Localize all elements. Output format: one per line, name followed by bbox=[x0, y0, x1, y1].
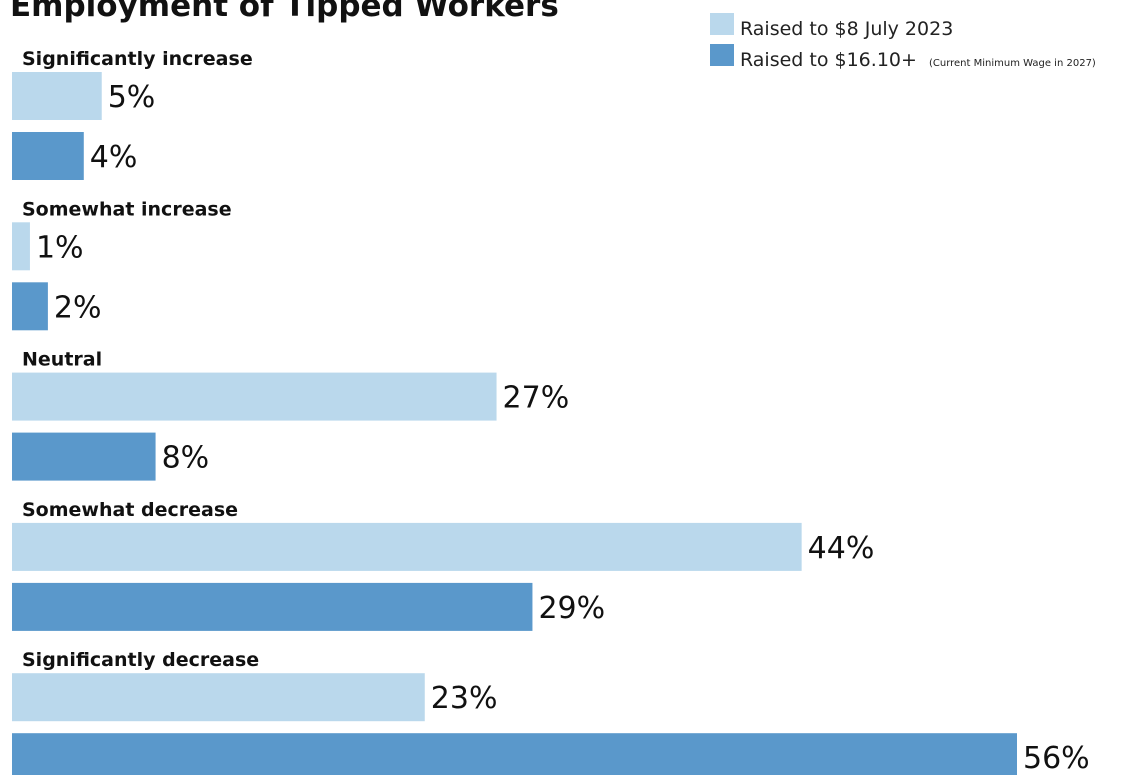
legend: Raised to $8 July 2023 Raised to $16.10+… bbox=[710, 13, 1096, 71]
legend-label-series-2-name: Raised to $16.10+ bbox=[740, 49, 917, 71]
bar-series-2 bbox=[12, 282, 48, 331]
legend-label-series-2: Raised to $16.10+ (Current Minimum Wage … bbox=[740, 49, 1096, 71]
bar-value-label: 5% bbox=[108, 80, 156, 115]
bar-value-label: 1% bbox=[36, 230, 84, 265]
bar-series-2 bbox=[12, 432, 156, 481]
bar-series-1 bbox=[12, 372, 497, 421]
category-label: Neutral bbox=[22, 349, 102, 371]
bar-value-label: 44% bbox=[808, 531, 875, 566]
chart-title: Employment of Tipped Workers bbox=[10, 0, 559, 24]
bar-value-label: 4% bbox=[90, 140, 138, 175]
category-label: Somewhat increase bbox=[22, 198, 232, 220]
legend-note-series-2: (Current Minimum Wage in 2027) bbox=[929, 58, 1096, 69]
bar-series-1 bbox=[12, 72, 102, 120]
legend-label-series-1: Raised to $8 July 2023 bbox=[740, 18, 953, 40]
bar-value-label: 56% bbox=[1023, 741, 1090, 775]
bar-value-label: 23% bbox=[431, 681, 498, 716]
bar-value-label: 27% bbox=[503, 381, 570, 416]
category-label: Somewhat decrease bbox=[22, 499, 238, 521]
legend-swatch-series-1 bbox=[710, 13, 734, 35]
bar-value-label: 29% bbox=[538, 591, 605, 626]
category-label: Significantly increase bbox=[22, 48, 253, 70]
plot-area: Significantly increase 5% 4% Somewhat incre… bbox=[12, 48, 1090, 775]
bar-series-1 bbox=[12, 222, 30, 271]
bar-value-label: 8% bbox=[162, 441, 210, 476]
bar-series-2 bbox=[12, 733, 1017, 775]
bar-series-1 bbox=[12, 673, 425, 722]
bar-value-label: 2% bbox=[54, 290, 102, 325]
bar-series-2 bbox=[12, 132, 84, 180]
legend-swatch-series-2 bbox=[710, 44, 734, 66]
bar-series-2 bbox=[12, 582, 533, 631]
bar-series-1 bbox=[12, 522, 802, 571]
category-label: Significantly decrease bbox=[22, 649, 259, 671]
